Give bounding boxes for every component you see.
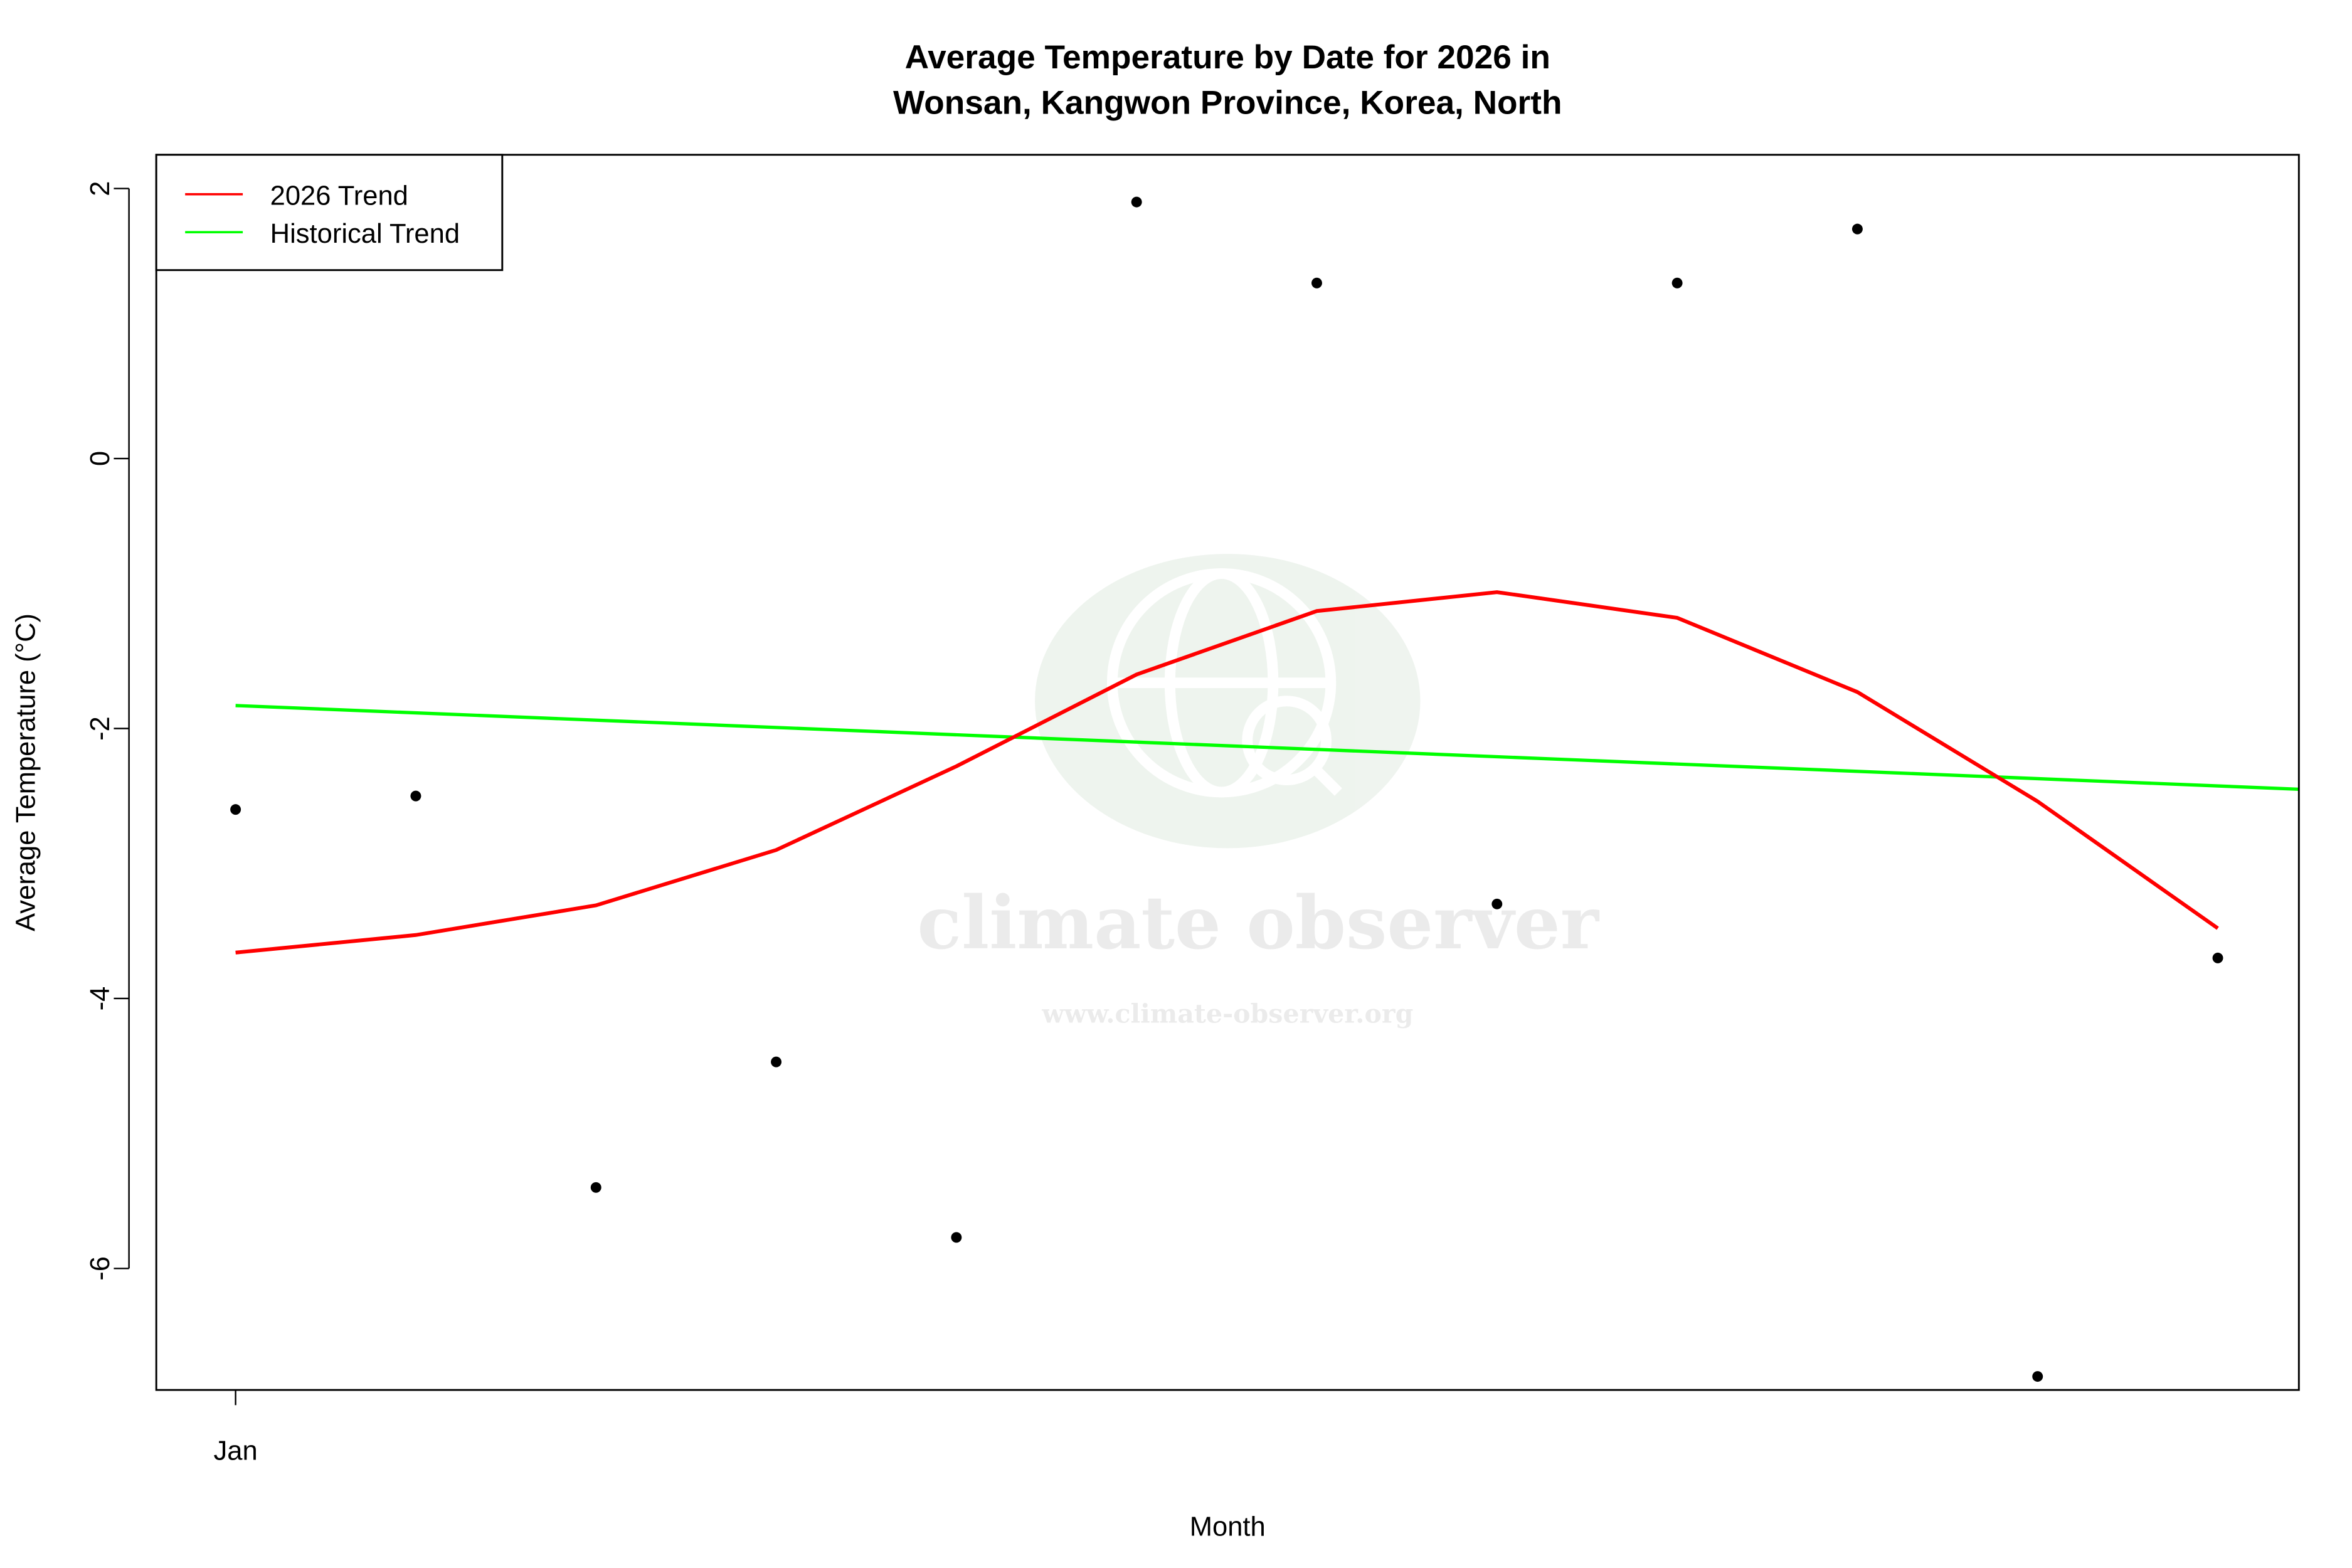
legend-label-2026: 2026 Trend [270, 181, 408, 211]
chart-title: Average Temperature by Date for 2026 in [905, 39, 1550, 76]
y-tick-label: -2 [85, 716, 115, 741]
y-tick-label: -4 [85, 987, 115, 1011]
data-point-may [951, 1232, 962, 1243]
x-axis-label: Month [1190, 1512, 1266, 1542]
watermark: climate observer www.climate-observer.or… [917, 554, 1600, 1029]
data-point-jul [1311, 277, 1322, 289]
data-point-aug [1491, 898, 1503, 909]
y-tick-label: 2 [85, 181, 115, 196]
watermark-brand: climate observer [917, 881, 1599, 966]
data-point-oct [1851, 223, 1863, 235]
y-axis: -6 -4 -2 0 2 [85, 181, 130, 1281]
legend-label-historical: Historical Trend [270, 219, 460, 249]
x-tick-label: Jan [214, 1436, 258, 1466]
y-axis-label: Average Temperature (°C) [11, 613, 41, 931]
data-point-sep [1671, 277, 1683, 289]
data-point-feb [410, 790, 421, 802]
data-point-dec [2212, 952, 2223, 963]
globe-search-icon [1106, 568, 1342, 798]
data-point-jan [230, 804, 241, 815]
historical-trend-line [235, 704, 2299, 792]
legend: 2026 Trend Historical Trend [155, 154, 504, 272]
data-point-apr [771, 1056, 782, 1067]
x-axis: Jan [214, 1390, 258, 1466]
plot-frame [155, 154, 2300, 1391]
data-point-mar [590, 1182, 601, 1193]
chart-subtitle: Wonsan, Kangwon Province, Korea, North [893, 84, 1562, 121]
data-point-jun [1131, 196, 1142, 208]
watermark-url: www.climate-observer.org [1041, 999, 1413, 1029]
y-tick-label: 0 [85, 451, 115, 466]
data-point-nov [2032, 1371, 2043, 1382]
trend-2026-line [235, 590, 2219, 955]
y-tick-label: -6 [85, 1256, 115, 1281]
